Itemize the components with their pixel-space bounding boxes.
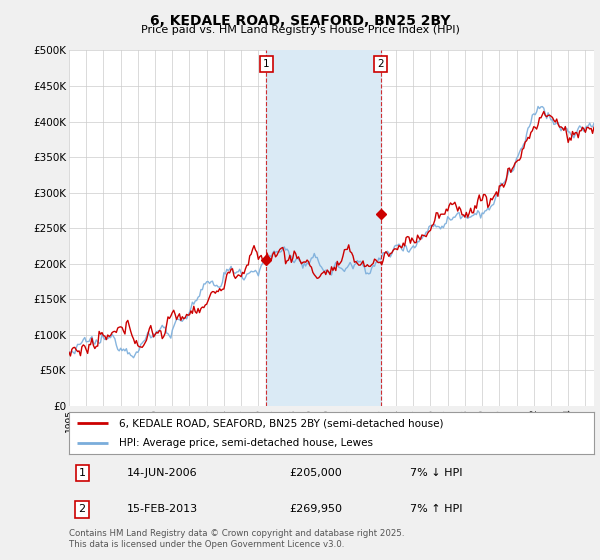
Text: Price paid vs. HM Land Registry's House Price Index (HPI): Price paid vs. HM Land Registry's House … bbox=[140, 25, 460, 35]
Text: £205,000: £205,000 bbox=[290, 468, 342, 478]
Text: 6, KEDALE ROAD, SEAFORD, BN25 2BY: 6, KEDALE ROAD, SEAFORD, BN25 2BY bbox=[150, 14, 450, 28]
Text: £269,950: £269,950 bbox=[290, 505, 343, 515]
Text: 7% ↑ HPI: 7% ↑ HPI bbox=[410, 505, 463, 515]
Text: 14-JUN-2006: 14-JUN-2006 bbox=[127, 468, 197, 478]
Text: Contains HM Land Registry data © Crown copyright and database right 2025.
This d: Contains HM Land Registry data © Crown c… bbox=[69, 529, 404, 549]
Text: 2: 2 bbox=[377, 59, 384, 69]
Text: HPI: Average price, semi-detached house, Lewes: HPI: Average price, semi-detached house,… bbox=[119, 438, 373, 448]
Text: 1: 1 bbox=[263, 59, 269, 69]
Text: 1: 1 bbox=[79, 468, 86, 478]
Text: 6, KEDALE ROAD, SEAFORD, BN25 2BY (semi-detached house): 6, KEDALE ROAD, SEAFORD, BN25 2BY (semi-… bbox=[119, 418, 443, 428]
Text: 7% ↓ HPI: 7% ↓ HPI bbox=[410, 468, 463, 478]
Text: 15-FEB-2013: 15-FEB-2013 bbox=[127, 505, 198, 515]
Bar bbox=[266, 50, 381, 406]
Text: 2: 2 bbox=[79, 505, 86, 515]
